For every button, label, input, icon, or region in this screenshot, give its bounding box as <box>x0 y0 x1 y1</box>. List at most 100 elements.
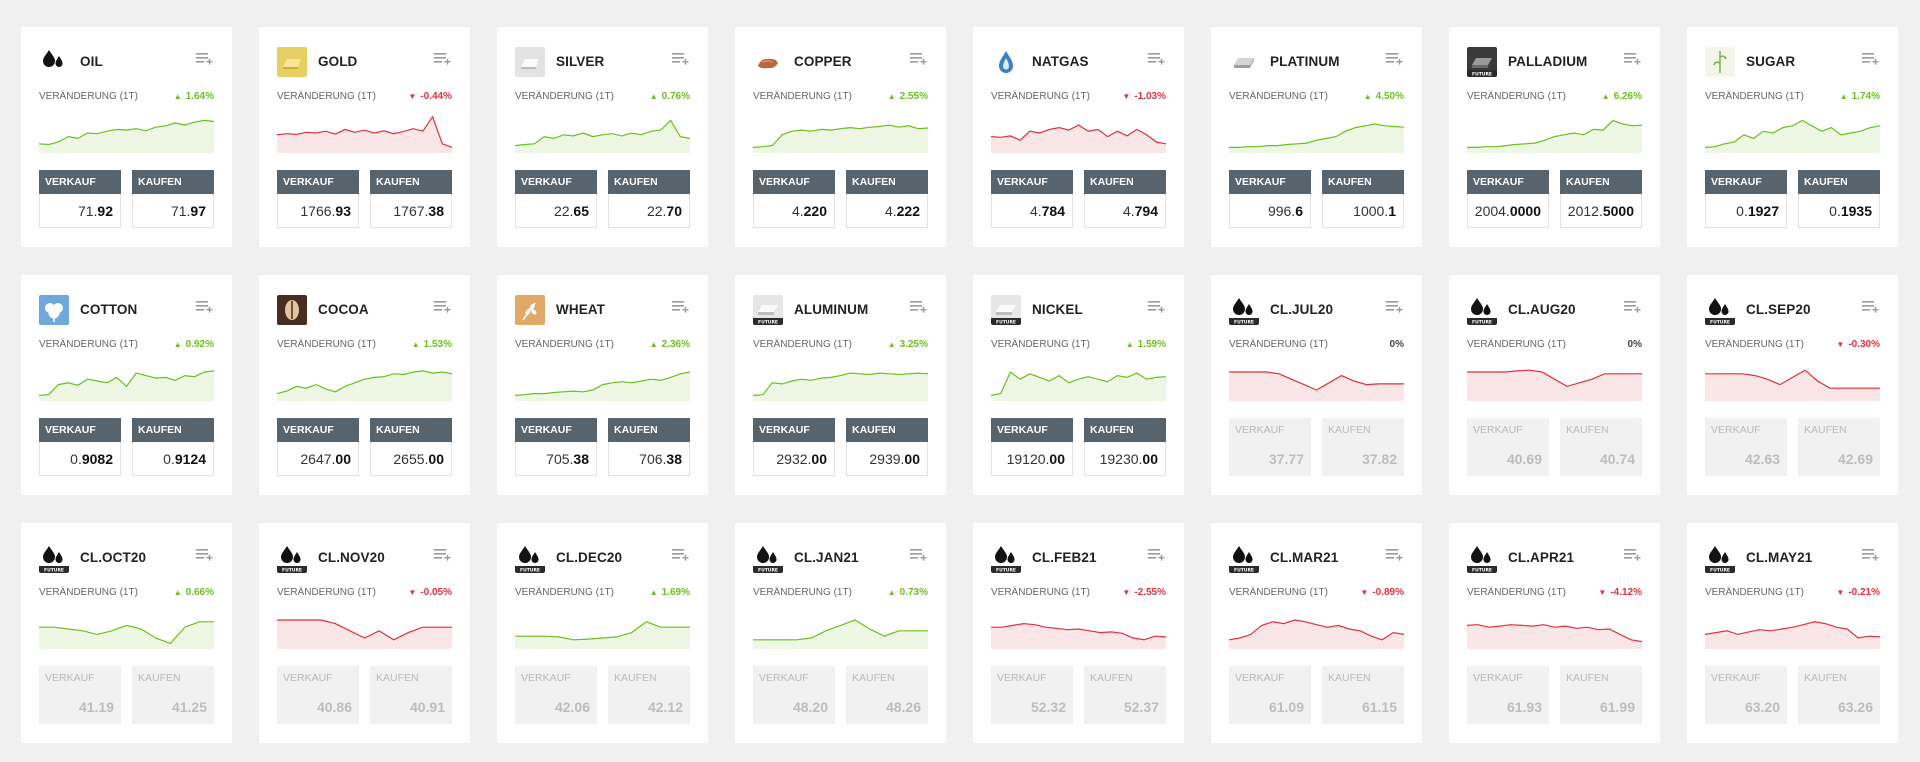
instrument-name[interactable]: OIL <box>80 54 103 69</box>
add-to-list-icon[interactable] <box>1148 52 1166 66</box>
instrument-card-cl-jul20[interactable]: FUTURE CL.JUL20 VERÄNDERUNG (1T) 0% VERKAUF 3… <box>1211 275 1422 495</box>
instrument-name[interactable]: NATGAS <box>1032 54 1089 69</box>
instrument-card-copper[interactable]: COPPER VERÄNDERUNG (1T) ▲ 2.55% VERKAUF 4.220… <box>735 27 946 247</box>
sell-button[interactable]: VERKAUF 48.20 <box>753 666 835 724</box>
instrument-name[interactable]: WHEAT <box>556 302 605 317</box>
instrument-name[interactable]: CL.APR21 <box>1508 550 1575 565</box>
instrument-name[interactable]: PALLADIUM <box>1508 54 1588 69</box>
buy-button[interactable]: KAUFEN 48.26 <box>846 666 928 724</box>
instrument-name[interactable]: CL.NOV20 <box>318 550 385 565</box>
buy-button[interactable]: KAUFEN 42.69 <box>1798 418 1880 476</box>
instrument-name[interactable]: COCOA <box>318 302 369 317</box>
instrument-name[interactable]: CL.FEB21 <box>1032 550 1097 565</box>
sell-button[interactable]: VERKAUF 705.38 <box>515 418 597 476</box>
instrument-card-cl-feb21[interactable]: FUTURE CL.FEB21 VERÄNDERUNG (1T) ▼ -2.55% VER… <box>973 523 1184 743</box>
sell-button[interactable]: VERKAUF 19120.00 <box>991 418 1073 476</box>
buy-button[interactable]: KAUFEN 40.74 <box>1560 418 1642 476</box>
instrument-card-cl-sep20[interactable]: FUTURE CL.SEP20 VERÄNDERUNG (1T) ▼ -0.30% VER… <box>1687 275 1898 495</box>
instrument-card-oil[interactable]: OIL VERÄNDERUNG (1T) ▲ 1.64% VERKAUF 71.92 KAU… <box>21 27 232 247</box>
add-to-list-icon[interactable] <box>196 52 214 66</box>
buy-button[interactable]: KAUFEN 19230.00 <box>1084 418 1166 476</box>
sell-button[interactable]: VERKAUF 0.1927 <box>1705 170 1787 228</box>
instrument-card-gold[interactable]: GOLD VERÄNDERUNG (1T) ▼ -0.44% VERKAUF 1766.9… <box>259 27 470 247</box>
sell-button[interactable]: VERKAUF 61.93 <box>1467 666 1549 724</box>
instrument-name[interactable]: CL.OCT20 <box>80 550 147 565</box>
buy-button[interactable]: KAUFEN 37.82 <box>1322 418 1404 476</box>
instrument-card-cotton[interactable]: COTTON VERÄNDERUNG (1T) ▲ 0.92% VERKAUF 0.908… <box>21 275 232 495</box>
add-to-list-icon[interactable] <box>1624 548 1642 562</box>
add-to-list-icon[interactable] <box>1386 52 1404 66</box>
add-to-list-icon[interactable] <box>1148 300 1166 314</box>
sell-button[interactable]: VERKAUF 22.65 <box>515 170 597 228</box>
instrument-card-cl-may21[interactable]: FUTURE CL.MAY21 VERÄNDERUNG (1T) ▼ -0.21% VER… <box>1687 523 1898 743</box>
add-to-list-icon[interactable] <box>672 548 690 562</box>
sell-button[interactable]: VERKAUF 40.69 <box>1467 418 1549 476</box>
instrument-name[interactable]: ALUMINUM <box>794 302 869 317</box>
instrument-card-platinum[interactable]: PLATINUM VERÄNDERUNG (1T) ▲ 4.50% VERKAUF 996… <box>1211 27 1422 247</box>
add-to-list-icon[interactable] <box>910 548 928 562</box>
sell-button[interactable]: VERKAUF 2932.00 <box>753 418 835 476</box>
instrument-name[interactable]: CL.DEC20 <box>556 550 623 565</box>
instrument-card-wheat[interactable]: WHEAT VERÄNDERUNG (1T) ▲ 2.36% VERKAUF 705.38… <box>497 275 708 495</box>
add-to-list-icon[interactable] <box>434 52 452 66</box>
buy-button[interactable]: KAUFEN 63.26 <box>1798 666 1880 724</box>
sell-button[interactable]: VERKAUF 996.6 <box>1229 170 1311 228</box>
add-to-list-icon[interactable] <box>1386 548 1404 562</box>
instrument-name[interactable]: CL.MAY21 <box>1746 550 1813 565</box>
buy-button[interactable]: KAUFEN 2939.00 <box>846 418 928 476</box>
instrument-name[interactable]: PLATINUM <box>1270 54 1340 69</box>
buy-button[interactable]: KAUFEN 22.70 <box>608 170 690 228</box>
add-to-list-icon[interactable] <box>1862 300 1880 314</box>
instrument-card-cl-mar21[interactable]: FUTURE CL.MAR21 VERÄNDERUNG (1T) ▼ -0.89% VER… <box>1211 523 1422 743</box>
sell-button[interactable]: VERKAUF 37.77 <box>1229 418 1311 476</box>
instrument-card-natgas[interactable]: NATGAS VERÄNDERUNG (1T) ▼ -1.03% VERKAUF 4.78… <box>973 27 1184 247</box>
add-to-list-icon[interactable] <box>672 300 690 314</box>
add-to-list-icon[interactable] <box>910 52 928 66</box>
sell-button[interactable]: VERKAUF 2004.0000 <box>1467 170 1549 228</box>
instrument-card-cl-aug20[interactable]: FUTURE CL.AUG20 VERÄNDERUNG (1T) 0% VERKAUF 4… <box>1449 275 1660 495</box>
add-to-list-icon[interactable] <box>910 300 928 314</box>
buy-button[interactable]: KAUFEN 4.794 <box>1084 170 1166 228</box>
instrument-card-silver[interactable]: SILVER VERÄNDERUNG (1T) ▲ 0.76% VERKAUF 22.65… <box>497 27 708 247</box>
add-to-list-icon[interactable] <box>1624 300 1642 314</box>
buy-button[interactable]: KAUFEN 0.1935 <box>1798 170 1880 228</box>
sell-button[interactable]: VERKAUF 4.220 <box>753 170 835 228</box>
buy-button[interactable]: KAUFEN 52.37 <box>1084 666 1166 724</box>
instrument-card-cl-nov20[interactable]: FUTURE CL.NOV20 VERÄNDERUNG (1T) ▼ -0.05% VER… <box>259 523 470 743</box>
add-to-list-icon[interactable] <box>434 300 452 314</box>
sell-button[interactable]: VERKAUF 42.63 <box>1705 418 1787 476</box>
sell-button[interactable]: VERKAUF 42.06 <box>515 666 597 724</box>
add-to-list-icon[interactable] <box>1148 548 1166 562</box>
buy-button[interactable]: KAUFEN 2655.00 <box>370 418 452 476</box>
sell-button[interactable]: VERKAUF 40.86 <box>277 666 359 724</box>
buy-button[interactable]: KAUFEN 1000.1 <box>1322 170 1404 228</box>
add-to-list-icon[interactable] <box>1862 52 1880 66</box>
sell-button[interactable]: VERKAUF 4.784 <box>991 170 1073 228</box>
buy-button[interactable]: KAUFEN 61.15 <box>1322 666 1404 724</box>
sell-button[interactable]: VERKAUF 2647.00 <box>277 418 359 476</box>
instrument-name[interactable]: CL.JUL20 <box>1270 302 1334 317</box>
buy-button[interactable]: KAUFEN 706.38 <box>608 418 690 476</box>
instrument-card-cocoa[interactable]: COCOA VERÄNDERUNG (1T) ▲ 1.53% VERKAUF 2647.0… <box>259 275 470 495</box>
add-to-list-icon[interactable] <box>1624 52 1642 66</box>
instrument-name[interactable]: SILVER <box>556 54 605 69</box>
add-to-list-icon[interactable] <box>434 548 452 562</box>
instrument-name[interactable]: CL.SEP20 <box>1746 302 1811 317</box>
instrument-card-palladium[interactable]: FUTURE PALLADIUM VERÄNDERUNG (1T) ▲ 6.26% VER… <box>1449 27 1660 247</box>
instrument-name[interactable]: COTTON <box>80 302 138 317</box>
add-to-list-icon[interactable] <box>196 300 214 314</box>
sell-button[interactable]: VERKAUF 61.09 <box>1229 666 1311 724</box>
buy-button[interactable]: KAUFEN 40.91 <box>370 666 452 724</box>
instrument-card-cl-oct20[interactable]: FUTURE CL.OCT20 VERÄNDERUNG (1T) ▲ 0.66% VERK… <box>21 523 232 743</box>
instrument-name[interactable]: CL.AUG20 <box>1508 302 1576 317</box>
instrument-card-aluminum[interactable]: FUTURE ALUMINUM VERÄNDERUNG (1T) ▲ 3.25% VERK… <box>735 275 946 495</box>
add-to-list-icon[interactable] <box>1386 300 1404 314</box>
add-to-list-icon[interactable] <box>672 52 690 66</box>
buy-button[interactable]: KAUFEN 71.97 <box>132 170 214 228</box>
instrument-name[interactable]: CL.MAR21 <box>1270 550 1339 565</box>
buy-button[interactable]: KAUFEN 4.222 <box>846 170 928 228</box>
add-to-list-icon[interactable] <box>196 548 214 562</box>
sell-button[interactable]: VERKAUF 1766.93 <box>277 170 359 228</box>
sell-button[interactable]: VERKAUF 63.20 <box>1705 666 1787 724</box>
add-to-list-icon[interactable] <box>1862 548 1880 562</box>
